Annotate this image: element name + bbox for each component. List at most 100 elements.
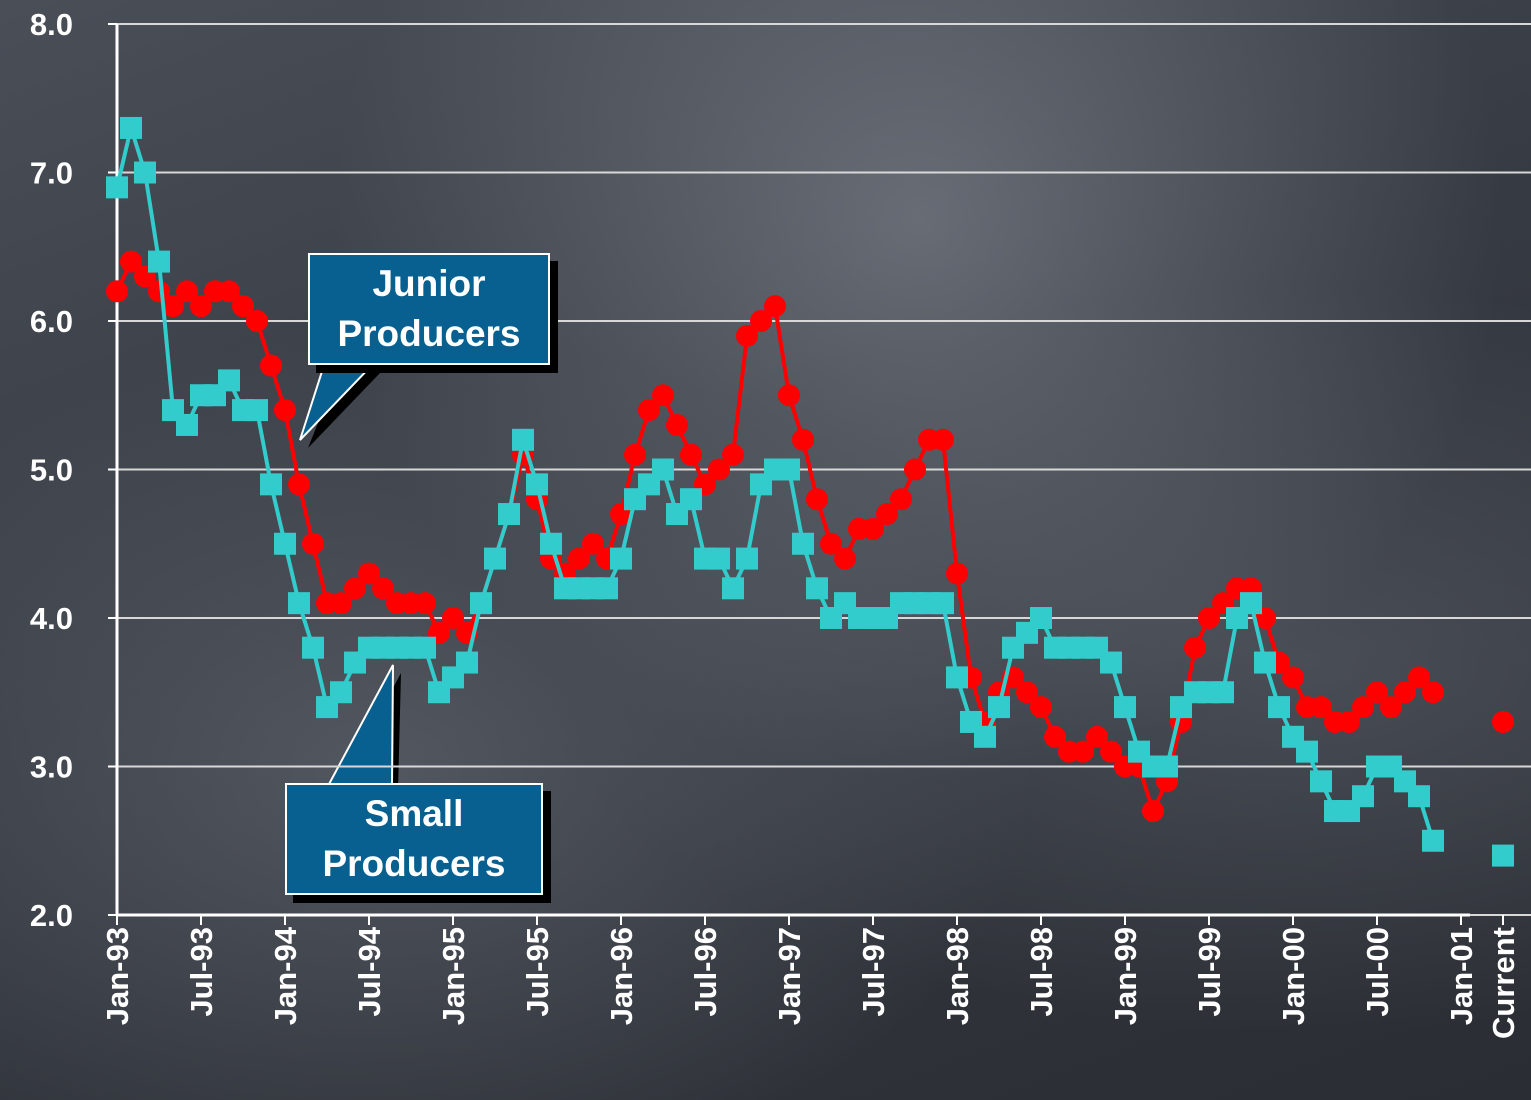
series-marker [106, 280, 128, 302]
small-callout: Small Producers [285, 783, 543, 895]
x-tick-label: Jul-99 [1192, 927, 1227, 1017]
series-marker [806, 577, 828, 599]
series-marker [722, 444, 744, 466]
x-tick-label: Jan-94 [268, 926, 303, 1025]
x-tick-label: Jan-99 [1108, 927, 1143, 1025]
series-marker [610, 548, 632, 570]
series-marker [652, 384, 674, 406]
series-marker [274, 399, 296, 421]
series-marker [778, 459, 800, 481]
x-tick-label: Jan-98 [940, 927, 975, 1025]
series-marker [148, 251, 170, 273]
series-marker [792, 533, 814, 555]
series-marker [1114, 696, 1136, 718]
x-tick-label: Jul-97 [856, 927, 891, 1017]
x-tick-label: Jul-98 [1024, 927, 1059, 1017]
series-marker [792, 429, 814, 451]
series-marker [1254, 652, 1276, 674]
x-tick-label: Jan-97 [772, 927, 807, 1025]
series-marker [1352, 785, 1374, 807]
series-marker [1296, 741, 1318, 763]
series-marker [834, 548, 856, 570]
series-marker [1422, 681, 1444, 703]
series-marker [1030, 607, 1052, 629]
x-tick-label: Jul-93 [184, 927, 219, 1017]
y-tick-label: 2.0 [30, 898, 73, 933]
series-marker [596, 577, 618, 599]
series-marker [330, 681, 352, 703]
series-marker [988, 696, 1010, 718]
series-marker [414, 592, 436, 614]
series-marker [1268, 696, 1290, 718]
series-marker [274, 533, 296, 555]
x-tick-label: Jul-95 [520, 927, 555, 1017]
series-marker [540, 533, 562, 555]
series-marker [1142, 800, 1164, 822]
series-marker [484, 548, 506, 570]
series-marker [1156, 756, 1178, 778]
series-marker [1212, 681, 1234, 703]
x-tick-label: Jan-95 [436, 927, 471, 1025]
series-marker [120, 117, 142, 139]
series-marker [1492, 711, 1514, 733]
callout-pointer [300, 362, 375, 440]
series-marker [1422, 830, 1444, 852]
series-marker [932, 592, 954, 614]
series-marker [414, 637, 436, 659]
series-marker [1282, 666, 1304, 688]
series-marker [246, 310, 268, 332]
series-marker [106, 176, 128, 198]
series-marker [1240, 592, 1262, 614]
series-marker [176, 414, 198, 436]
series-marker [946, 562, 968, 584]
series-marker [456, 652, 478, 674]
x-tick-label: Jul-00 [1360, 927, 1395, 1017]
series-marker [246, 399, 268, 421]
chart: 2.03.04.05.06.07.08.0Jan-93Jul-93Jan-94J… [0, 0, 1531, 1100]
x-tick-label: Jul-94 [352, 926, 387, 1016]
y-tick-label: 5.0 [30, 453, 73, 488]
series-marker [512, 429, 534, 451]
series-marker [652, 459, 674, 481]
series-marker [498, 503, 520, 525]
series-marker [904, 459, 926, 481]
series-marker [778, 384, 800, 406]
series-marker [806, 488, 828, 510]
series-marker [680, 488, 702, 510]
x-tick-label: Jan-93 [100, 927, 135, 1025]
series-marker [666, 414, 688, 436]
y-tick-label: 8.0 [30, 7, 73, 42]
series-marker [1492, 845, 1514, 867]
series-marker [1100, 652, 1122, 674]
series-marker [890, 488, 912, 510]
series-marker [302, 637, 324, 659]
series-line [117, 128, 1433, 841]
x-tick-label: Current [1486, 927, 1521, 1039]
series-marker [288, 473, 310, 495]
junior-callout: Junior Producers [308, 253, 550, 365]
series-marker [1184, 637, 1206, 659]
series-marker [1310, 770, 1332, 792]
series-marker [302, 533, 324, 555]
y-tick-label: 4.0 [30, 601, 73, 636]
series-marker [708, 548, 730, 570]
x-tick-label: Jan-01 [1444, 927, 1479, 1025]
series-marker [526, 473, 548, 495]
y-tick-label: 7.0 [30, 156, 73, 191]
page: {"chart_data": {"type": "line", "categor… [0, 0, 1531, 1100]
x-tick-label: Jan-96 [604, 927, 639, 1025]
x-tick-label: Jul-96 [688, 927, 723, 1017]
series-marker [946, 666, 968, 688]
series-marker [1030, 696, 1052, 718]
series-marker [288, 592, 310, 614]
series-marker [470, 592, 492, 614]
y-tick-label: 6.0 [30, 304, 73, 339]
series-marker [736, 548, 758, 570]
series-marker [134, 162, 156, 184]
series-marker [624, 444, 646, 466]
series-marker [680, 444, 702, 466]
series-marker [764, 295, 786, 317]
series-marker [260, 355, 282, 377]
series-marker [974, 726, 996, 748]
series-marker [932, 429, 954, 451]
